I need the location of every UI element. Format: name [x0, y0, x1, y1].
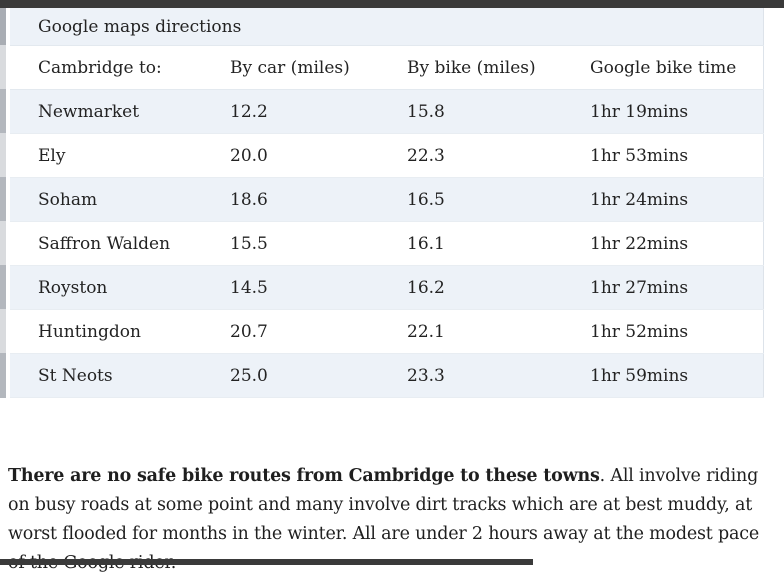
cell-car-miles: 12.2 — [202, 89, 379, 134]
sliver-segment — [0, 221, 6, 265]
cell-town: Royston — [10, 265, 202, 310]
cell-town: Saffron Walden — [10, 221, 202, 266]
cell-bike-time: 1hr 24mins — [562, 177, 763, 222]
cell-bike-miles: 22.1 — [379, 309, 562, 354]
cell-bike-miles: 16.5 — [379, 177, 562, 222]
cell-town: Ely — [10, 133, 202, 178]
cell-bike-time: 1hr 27mins — [562, 265, 763, 310]
col-header-bike-miles: By bike (miles) — [379, 45, 562, 90]
cell-bike-miles: 22.3 — [379, 133, 562, 178]
cell-car-miles: 20.7 — [202, 309, 379, 354]
sliver-segment — [0, 89, 6, 133]
top-edge-bar — [0, 0, 784, 8]
directions-table: Google maps directions Cambridge to: By … — [10, 8, 764, 398]
cell-town: Huntingdon — [10, 309, 202, 354]
table-row-st-neots: St Neots 25.0 23.3 1hr 59mins — [10, 353, 763, 398]
table-row-royston: Royston 14.5 16.2 1hr 27mins — [10, 265, 763, 310]
table-caption-row: Google maps directions — [10, 8, 763, 46]
cell-town: Soham — [10, 177, 202, 222]
sliver-segment — [0, 177, 6, 221]
cell-town: St Neots — [10, 353, 202, 398]
sliver-segment — [0, 45, 6, 89]
sliver-segment — [0, 133, 6, 177]
sliver-segment — [0, 353, 6, 398]
table-header-row: Cambridge to: By car (miles) By bike (mi… — [10, 45, 763, 90]
left-edge-content-sliver — [0, 8, 6, 398]
cell-car-miles: 15.5 — [202, 221, 379, 266]
cell-bike-time: 1hr 52mins — [562, 309, 763, 354]
bottom-edge-bar — [0, 559, 533, 565]
cell-car-miles: 18.6 — [202, 177, 379, 222]
table-row-soham: Soham 18.6 16.5 1hr 24mins — [10, 177, 763, 222]
cell-bike-time: 1hr 59mins — [562, 353, 763, 398]
table-caption: Google maps directions — [10, 8, 763, 46]
sliver-segment — [0, 309, 6, 353]
summary-bold-lead: There are no safe bike routes from Cambr… — [8, 465, 600, 486]
table-row-saffron-walden: Saffron Walden 15.5 16.1 1hr 22mins — [10, 221, 763, 266]
cell-bike-time: 1hr 19mins — [562, 89, 763, 134]
table-row-ely: Ely 20.0 22.3 1hr 53mins — [10, 133, 763, 178]
col-header-town: Cambridge to: — [10, 45, 202, 90]
col-header-car-miles: By car (miles) — [202, 45, 379, 90]
summary-paragraph: There are no safe bike routes from Cambr… — [8, 462, 766, 578]
cell-car-miles: 25.0 — [202, 353, 379, 398]
summary-rest: . All involve riding on busy roads at so… — [8, 465, 760, 573]
cell-town: Newmarket — [10, 89, 202, 134]
cell-bike-time: 1hr 53mins — [562, 133, 763, 178]
cell-bike-miles: 16.2 — [379, 265, 562, 310]
cell-car-miles: 14.5 — [202, 265, 379, 310]
cell-bike-miles: 15.8 — [379, 89, 562, 134]
sliver-segment — [0, 265, 6, 309]
cell-bike-miles: 23.3 — [379, 353, 562, 398]
col-header-bike-time: Google bike time — [562, 45, 763, 90]
table-row-newmarket: Newmarket 12.2 15.8 1hr 19mins — [10, 89, 763, 134]
cell-bike-miles: 16.1 — [379, 221, 562, 266]
cell-car-miles: 20.0 — [202, 133, 379, 178]
cell-bike-time: 1hr 22mins — [562, 221, 763, 266]
sliver-segment — [0, 8, 6, 45]
table-row-huntingdon: Huntingdon 20.7 22.1 1hr 52mins — [10, 309, 763, 354]
